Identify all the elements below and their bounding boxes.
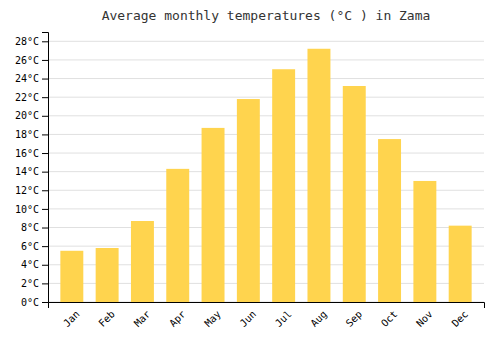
x-tick-label: Mar <box>132 308 153 329</box>
x-tick: Nov <box>414 308 435 329</box>
x-tick-label: Jan <box>61 308 82 329</box>
x-tick-label: May <box>202 308 223 329</box>
x-tick-label: Apr <box>167 308 188 329</box>
x-tick-label: Jun <box>238 308 259 329</box>
grid-line <box>48 134 484 135</box>
x-tick: Sep <box>344 308 365 329</box>
grid-line <box>48 78 484 79</box>
y-tick: 26°C <box>15 55 48 66</box>
y-axis: 0°C 2°C 4°C 6°C 8°C 10°C 12°C 14°C 16°C 18°C 20°C 2… <box>15 33 49 308</box>
y-tick-mark <box>42 246 48 247</box>
y-tick-label: 28°C <box>15 36 39 47</box>
x-tick: Feb <box>96 308 117 329</box>
chart: 0°C 2°C 4°C 6°C 8°C 10°C 12°C 14°C 16°C 18°C 20°C 2… <box>0 0 500 350</box>
bar <box>378 139 401 302</box>
x-tick-label: Feb <box>96 308 117 329</box>
y-tick-mark <box>42 79 48 80</box>
x-tick: Dec <box>450 308 471 329</box>
y-tick-label: 14°C <box>15 166 39 177</box>
y-tick-label: 12°C <box>15 185 39 196</box>
y-tick: 18°C <box>15 129 48 140</box>
y-tick: 24°C <box>15 73 48 84</box>
y-tick-mark <box>42 265 48 266</box>
grid-line <box>48 115 484 116</box>
bar <box>60 251 83 302</box>
title: Average monthly temperatures (°C ) in Za… <box>102 8 431 23</box>
y-tick: 6°C <box>21 241 48 252</box>
y-tick: 4°C <box>21 259 48 270</box>
y-tick: 14°C <box>15 166 48 177</box>
y-tick-label: 20°C <box>15 110 39 121</box>
y-tick-label: 8°C <box>21 222 39 233</box>
bar <box>166 169 189 302</box>
y-tick-label: 6°C <box>21 241 39 252</box>
y-tick-label: 2°C <box>21 278 39 289</box>
grid-line <box>48 171 484 172</box>
grid-line <box>48 153 484 154</box>
x-tick: Jan <box>61 308 82 329</box>
grid <box>48 41 484 302</box>
x-tick: Oct <box>379 308 400 329</box>
plot: 0°C 2°C 4°C 6°C 8°C 10°C 12°C 14°C 16°C 18°C 20°C 2… <box>15 33 485 329</box>
x-axis-line <box>49 303 485 309</box>
y-tick-mark <box>42 134 48 135</box>
bar <box>96 248 119 302</box>
bar <box>307 49 330 302</box>
x-tick-label: Jul <box>273 308 294 329</box>
bar <box>237 99 260 302</box>
bar <box>413 181 436 302</box>
y-tick: 16°C <box>15 148 48 159</box>
x-tick: May <box>202 308 223 329</box>
grid-line <box>48 97 484 98</box>
bar <box>272 69 295 302</box>
x-tick-label: Nov <box>414 308 435 329</box>
x-tick-label: Sep <box>344 308 365 329</box>
x-tick: Apr <box>167 308 188 329</box>
y-tick: 2°C <box>21 278 48 289</box>
x-tick-label: Dec <box>450 308 471 329</box>
x-tick: Jul <box>273 308 294 329</box>
y-tick: 0°C <box>21 297 48 308</box>
bar <box>202 128 225 302</box>
y-tick-label: 22°C <box>15 92 39 103</box>
x-tick-label: Aug <box>308 308 329 329</box>
x-tick-label: Oct <box>379 308 400 329</box>
y-tick: 28°C <box>15 36 48 47</box>
grid-line <box>48 59 484 60</box>
y-tick-label: 0°C <box>21 297 39 308</box>
y-tick: 8°C <box>21 222 48 233</box>
y-tick: 20°C <box>15 110 48 121</box>
x-tick: Mar <box>132 308 153 329</box>
y-tick-label: 16°C <box>15 148 39 159</box>
x-axis: Jan Feb Mar Apr May Jun Jul Aug Sep Oct Nov Dec <box>49 303 485 329</box>
y-tick-label: 18°C <box>15 129 39 140</box>
y-tick: 12°C <box>15 185 48 196</box>
y-tick-label: 24°C <box>15 73 39 84</box>
grid-line <box>48 41 484 42</box>
y-tick: 22°C <box>15 92 48 103</box>
y-tick-mark <box>42 209 48 210</box>
y-tick-mark <box>42 190 48 191</box>
y-axis-line <box>42 33 49 303</box>
y-tick-label: 10°C <box>15 204 39 215</box>
y-tick-mark <box>42 228 48 229</box>
bar <box>131 221 154 302</box>
y-tick-mark <box>42 283 48 284</box>
y-tick-mark <box>42 172 48 173</box>
bars <box>60 49 471 302</box>
x-tick: Jun <box>238 308 259 329</box>
bar <box>343 86 366 302</box>
y-tick-mark <box>42 41 48 42</box>
y-tick-label: 4°C <box>21 259 39 270</box>
x-tick: Aug <box>308 308 329 329</box>
bar <box>449 226 472 302</box>
y-tick-mark <box>42 153 48 154</box>
y-tick-mark <box>42 60 48 61</box>
y-tick-mark <box>42 302 48 303</box>
y-tick: 10°C <box>15 204 48 215</box>
y-tick-mark <box>42 97 48 98</box>
y-tick-label: 26°C <box>15 55 39 66</box>
y-tick-mark <box>42 116 48 117</box>
